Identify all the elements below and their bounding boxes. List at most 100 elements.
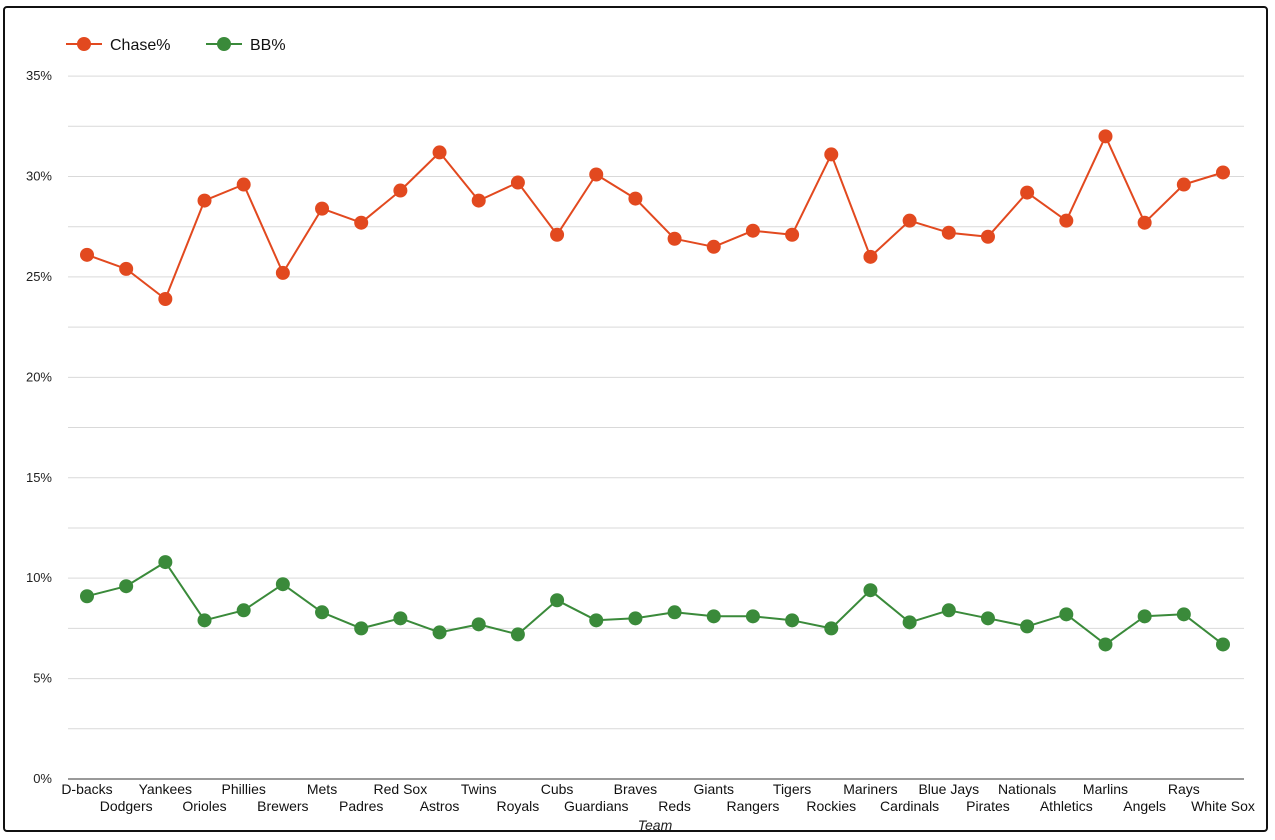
data-point	[432, 145, 447, 160]
x-axis-label: Team	[638, 817, 673, 833]
y-tick-label: 35%	[26, 68, 52, 83]
data-point	[315, 605, 330, 620]
data-point	[863, 583, 878, 598]
data-point	[432, 625, 447, 640]
data-point	[824, 621, 839, 636]
data-point	[589, 167, 604, 182]
x-tick-label: Braves	[614, 781, 658, 797]
x-tick-label: White Sox	[1191, 798, 1255, 814]
data-point	[863, 249, 878, 264]
x-tick-label: Phillies	[222, 781, 266, 797]
data-point	[745, 609, 760, 624]
x-tick-label: Twins	[461, 781, 497, 797]
data-point	[667, 605, 682, 620]
data-point	[628, 191, 643, 206]
x-tick-label: Blue Jays	[918, 781, 979, 797]
data-point	[1176, 607, 1191, 622]
data-point	[1020, 619, 1035, 634]
data-point	[471, 617, 486, 632]
data-point	[980, 229, 995, 244]
x-tick-label: Rockies	[806, 798, 856, 814]
legend-item: Chase%	[66, 37, 170, 54]
y-tick-label: 25%	[26, 269, 52, 284]
x-tick-label: Marlins	[1083, 781, 1128, 797]
x-tick-label: Brewers	[257, 798, 308, 814]
y-axis: 0% 5% 10% 15% 20% 25% 30% 35%	[26, 68, 52, 786]
legend: Chase% BB%	[66, 37, 286, 54]
data-point	[119, 579, 134, 594]
data-point	[1176, 177, 1191, 192]
x-tick-label: Mariners	[843, 781, 897, 797]
y-tick-label: 5%	[33, 671, 52, 686]
gridlines	[68, 75, 1244, 730]
x-tick-label: Royals	[496, 798, 539, 814]
x-tick-label: Mets	[307, 781, 337, 797]
x-tick-label: Dodgers	[100, 798, 153, 814]
data-point	[667, 231, 682, 246]
data-point	[393, 183, 408, 198]
series-line	[86, 561, 1224, 646]
x-tick-label: Yankees	[139, 781, 192, 797]
data-point	[354, 215, 369, 230]
legend-label: BB%	[250, 37, 286, 54]
data-point	[80, 247, 94, 262]
y-tick-label: 20%	[26, 369, 52, 384]
data-point	[980, 611, 995, 626]
data-point	[315, 201, 330, 216]
x-tick-label: Astros	[420, 798, 460, 814]
x-tick-label: Rays	[1168, 781, 1200, 797]
x-tick-label: Nationals	[998, 781, 1056, 797]
chart-frame	[3, 6, 1268, 832]
legend-swatch-marker	[217, 37, 231, 51]
data-point	[785, 227, 800, 242]
data-point	[275, 265, 290, 280]
x-tick-label: Cubs	[541, 781, 574, 797]
data-point	[1059, 607, 1074, 622]
data-point	[471, 193, 486, 208]
data-point	[80, 589, 94, 604]
data-point	[1137, 609, 1152, 624]
data-point	[1098, 637, 1113, 652]
data-point	[393, 611, 408, 626]
series-bb-	[80, 555, 1230, 652]
x-tick-label: Giants	[694, 781, 734, 797]
data-point	[1098, 129, 1113, 144]
x-axis: D-backsDodgersYankeesOriolesPhilliesBrew…	[61, 778, 1255, 814]
data-point	[550, 593, 565, 608]
data-point	[902, 615, 917, 630]
x-tick-label: Angels	[1123, 798, 1166, 814]
x-tick-label: Tigers	[773, 781, 811, 797]
data-point	[902, 213, 917, 228]
y-tick-label: 30%	[26, 169, 52, 184]
data-point	[785, 613, 800, 628]
series-group	[80, 129, 1230, 652]
x-tick-label: Guardians	[564, 798, 629, 814]
data-point	[1216, 165, 1230, 180]
data-point	[197, 613, 212, 628]
legend-label: Chase%	[110, 37, 170, 54]
data-point	[1020, 185, 1035, 200]
y-tick-label: 10%	[26, 570, 52, 585]
data-point	[589, 613, 604, 628]
legend-swatch-marker	[77, 37, 91, 51]
x-tick-label: Athletics	[1040, 798, 1093, 814]
series-chase-	[80, 129, 1230, 307]
data-point	[745, 223, 760, 238]
data-point	[628, 611, 643, 626]
data-point	[706, 609, 721, 624]
data-point	[510, 175, 525, 190]
x-tick-label: Pirates	[966, 798, 1010, 814]
data-point	[1216, 637, 1230, 652]
data-point	[1059, 213, 1074, 228]
data-point	[550, 227, 565, 242]
x-tick-label: Rangers	[726, 798, 779, 814]
x-tick-label: Cardinals	[880, 798, 939, 814]
y-tick-label: 0%	[33, 771, 52, 786]
x-tick-label: Orioles	[182, 798, 226, 814]
x-tick-label: Red Sox	[374, 781, 428, 797]
data-point	[824, 147, 839, 162]
legend-item: BB%	[206, 37, 286, 54]
data-point	[236, 603, 251, 618]
data-point	[158, 292, 173, 307]
data-point	[510, 627, 525, 642]
